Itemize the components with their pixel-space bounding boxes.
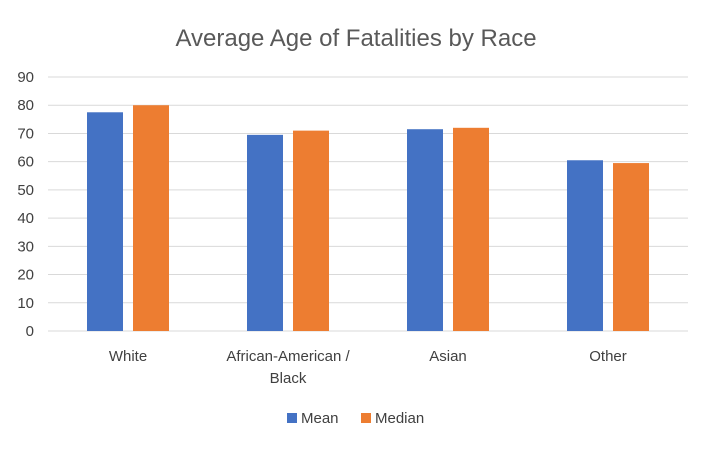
legend-label-mean: Mean: [301, 410, 339, 427]
x-category-label: White: [109, 348, 147, 365]
chart-title: Average Age of Fatalities by Race: [175, 25, 536, 52]
y-tick-label: 50: [17, 182, 34, 199]
y-tick-label: 70: [17, 125, 34, 142]
y-axis-ticks: 0 10 20 30 40 50 60 70 80 90: [17, 69, 34, 340]
bar-mean: [567, 160, 603, 331]
bar-mean: [407, 129, 443, 331]
y-tick-label: 0: [26, 323, 34, 340]
bars: [87, 105, 649, 332]
legend-label-median: Median: [375, 410, 424, 427]
y-tick-label: 40: [17, 210, 34, 227]
y-tick-label: 30: [17, 238, 34, 255]
x-axis-categories: White African-American / Black Asian Other: [109, 348, 627, 387]
y-tick-label: 90: [17, 69, 34, 86]
y-tick-label: 60: [17, 154, 34, 171]
y-tick-label: 80: [17, 97, 34, 114]
y-tick-label: 10: [17, 295, 34, 312]
x-category-label: Other: [589, 348, 627, 365]
x-category-label: African-American /: [226, 348, 350, 365]
bar-mean: [87, 112, 123, 332]
x-category-label: Asian: [429, 348, 467, 365]
bar-median: [293, 130, 329, 331]
legend-swatch-mean: [287, 413, 297, 423]
y-tick-label: 20: [17, 267, 34, 284]
bar-median: [613, 163, 649, 331]
legend-swatch-median: [361, 413, 371, 423]
x-category-label: Black: [270, 370, 307, 387]
bar-median: [453, 127, 489, 331]
bar-median: [133, 105, 169, 331]
bar-mean: [247, 134, 283, 331]
legend: Mean Median: [287, 410, 424, 427]
